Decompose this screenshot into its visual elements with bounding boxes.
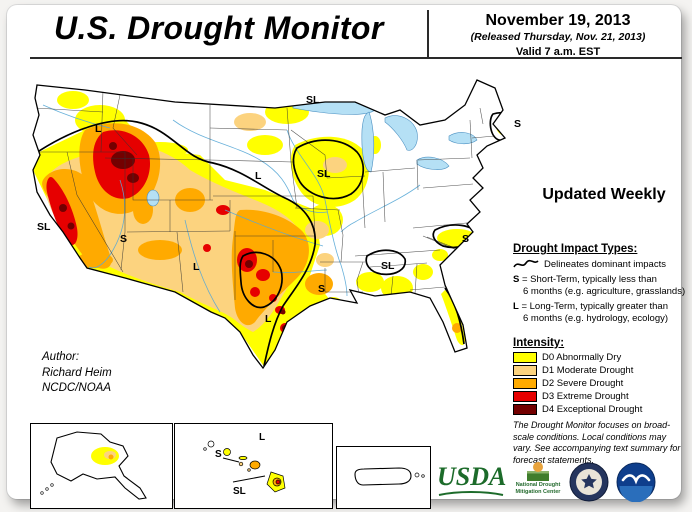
- map-date: November 19, 2013: [485, 12, 631, 29]
- disclaimer-text: The Drought Monitor focuses on broad-sca…: [513, 420, 681, 466]
- map-label-missouri-arkansas: S: [318, 283, 325, 295]
- map-region-labels: SL L S SL L SL S L S SL S L: [37, 94, 521, 325]
- ndmc-logo-text: National Drought Mitigation Center: [515, 482, 561, 495]
- map-label-texas: L: [265, 313, 272, 325]
- d2-swatch: [513, 378, 537, 389]
- page-title: U.S. Drought Monitor: [54, 10, 384, 46]
- hawaii-inset: L S SL: [174, 423, 333, 509]
- impact-delineates-label: Delineates dominant impacts: [544, 258, 666, 270]
- short-term-text-1: = Short-Term, typically less than: [521, 274, 657, 285]
- d1-label: D1 Moderate Drought: [542, 365, 634, 376]
- noaa-seal-icon: [616, 462, 656, 502]
- legend-row-d0: D0 Abnormally Dry: [513, 352, 689, 363]
- puerto-rico-inset: [336, 446, 431, 509]
- header-divider: [427, 10, 429, 57]
- d4-label: D4 Exceptional Drought: [542, 404, 643, 415]
- usda-logo-text: USDA: [437, 462, 507, 491]
- hawaii-islands: [203, 440, 286, 493]
- long-term-text-2: 6 months (e.g. hydrology, ecology): [523, 312, 669, 324]
- rivers: [42, 104, 421, 313]
- d2-label: D2 Severe Drought: [542, 378, 624, 389]
- d1-swatch: [513, 365, 537, 376]
- header-rule: [30, 57, 682, 59]
- map-label-eastern-oregon: L: [95, 123, 102, 135]
- legend-row-d2: D2 Severe Drought: [513, 378, 689, 389]
- long-term-symbol: L: [513, 300, 519, 312]
- hawaii-label-north: L: [259, 432, 265, 443]
- conus-map: SL L S SL L SL S L S SL S L: [32, 79, 521, 369]
- author-org: NCDC/NOAA: [42, 382, 112, 395]
- puerto-rico-map: [354, 467, 425, 486]
- alaska-map: [40, 431, 147, 500]
- long-term-definition: L = Long-Term, typically greater than 6 …: [513, 301, 689, 325]
- hawaii-leader-lines: [222, 457, 266, 483]
- impact-types-heading: Drought Impact Types:: [513, 243, 638, 255]
- impact-delineation-lines: [33, 111, 505, 367]
- release-date: (Released Thursday, Nov. 21, 2013): [470, 31, 646, 43]
- short-term-definition: S = Short-Term, typically less than 6 mo…: [513, 274, 689, 298]
- map-label-arizona: L: [193, 261, 200, 273]
- legend-row-d3: D3 Extreme Drought: [513, 391, 689, 402]
- d3-label: D3 Extreme Drought: [542, 391, 629, 402]
- legend-row-d4: D4 Exceptional Drought: [513, 404, 689, 415]
- legend-row-d1: D1 Moderate Drought: [513, 365, 689, 376]
- impact-delineates-row: Delineates dominant impacts: [513, 258, 689, 270]
- hawaii-label-west: S: [215, 449, 222, 460]
- intensity-heading: Intensity:: [513, 337, 565, 349]
- map-label-nevada-utah: S: [120, 233, 127, 245]
- map-label-nebraska: L: [255, 170, 262, 182]
- valid-time: Valid 7 a.m. EST: [515, 46, 601, 58]
- usda-swoosh-icon: [438, 491, 504, 496]
- short-term-text-2: 6 months (e.g. agriculture, grasslands): [523, 285, 686, 297]
- impact-types-panel: Drought Impact Types: Delineates dominan…: [513, 243, 689, 328]
- usda-logo: USDA: [437, 464, 506, 497]
- d0-label: D0 Abnormally Dry: [542, 352, 622, 363]
- d4-swatch: [513, 404, 537, 415]
- hawaii-label-south: SL: [233, 486, 246, 497]
- hawaii-map: L S SL: [203, 432, 286, 497]
- ndmc-icon: [527, 462, 549, 481]
- intensity-legend-panel: Intensity: D0 Abnormally Dry D1 Moderate…: [513, 337, 689, 417]
- aleutian-islands: [40, 483, 54, 495]
- d3-swatch: [513, 391, 537, 402]
- short-term-symbol: S: [513, 274, 520, 285]
- updated-weekly-label: Updated Weekly: [542, 186, 666, 203]
- author-label: Author:: [42, 351, 80, 363]
- state-borders: [33, 89, 496, 300]
- alaska-drought-areas: [91, 447, 119, 465]
- alaska-inset: [30, 423, 173, 509]
- author-name: Richard Heim: [42, 366, 112, 379]
- d0-swatch: [513, 352, 537, 363]
- map-label-virginia: S: [462, 233, 469, 245]
- ndmc-logo: National Drought Mitigation Center: [509, 459, 567, 495]
- map-label-northern-minnesota: SL: [306, 94, 320, 106]
- long-term-text-1: = Long-Term, typically greater than: [521, 300, 668, 312]
- delineation-line-icon: [513, 259, 539, 268]
- date-block: November 19, 2013 (Released Thursday, No…: [432, 12, 684, 58]
- map-label-iowa: SL: [317, 168, 331, 180]
- map-label-california-coast: SL: [37, 221, 51, 233]
- author-block: Author: Richard Heim NCDC/NOAA: [42, 350, 112, 397]
- map-label-tennessee: SL: [381, 260, 395, 272]
- map-label-new-england: S: [514, 118, 521, 130]
- commerce-seal-icon: [569, 462, 609, 502]
